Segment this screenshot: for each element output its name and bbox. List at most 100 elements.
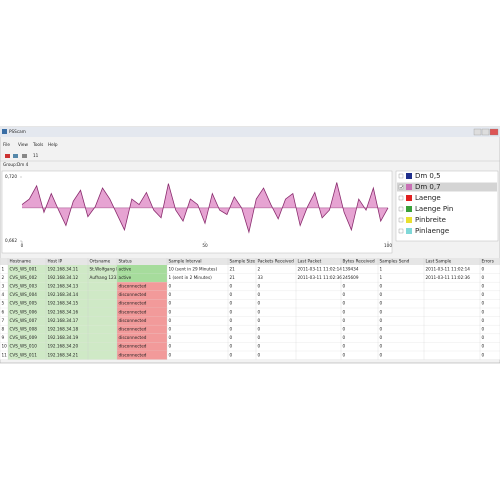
table-cell: Aufhang 12323 [90,275,123,280]
data-table: Hostname Host IP Ortsname Status Sample Inte… [0,258,500,360]
table-cell: 1 (sent in 2 Minutes) [169,275,213,280]
table-cell: disconnected [119,309,147,314]
column-header[interactable]: Last Packet [298,259,322,264]
table-cell: CVS_WS_004 [10,292,38,297]
table-cell: St.Wolfgang I [90,266,118,271]
row-number: 9 [2,335,5,340]
table-cell: disconnected [119,327,147,332]
group-value[interactable]: Dm 4 [17,162,29,167]
table-cell: 0 [380,318,383,323]
table-cell: 139434 [343,266,359,271]
menu-item[interactable]: Tools [32,142,43,147]
close-button[interactable] [489,128,499,136]
cell-bg [46,290,88,300]
menu-item[interactable]: File [3,142,10,147]
cell-bg [88,333,117,343]
table-cell: 0 [169,301,172,306]
table-cell: disconnected [119,301,147,306]
table-cell: 0 [230,327,233,332]
row-number: 6 [2,309,5,314]
maximize-button[interactable] [481,128,490,136]
table-cell: 0 [482,318,485,323]
cell-bg [88,308,117,317]
table-cell: 0 [169,292,172,297]
row-number: 5 [2,301,5,306]
cell-bg [117,290,167,300]
row-number: 4 [2,292,5,297]
minimize-button[interactable] [473,128,482,136]
legend-checkbox[interactable] [398,195,404,201]
cell-bg [117,273,167,283]
cell-bg [8,316,46,326]
cell-bg [46,333,88,343]
legend-highlight [397,182,497,192]
table-cell: 0 [343,292,346,297]
column-header[interactable]: Packets Received [258,259,295,264]
toolbar-icon[interactable] [5,154,10,158]
toolbar: 11 [5,153,39,158]
toolbar-icon[interactable] [13,154,18,158]
table-cell: 0 [380,335,383,340]
legend-swatch [406,184,412,190]
cell-bg [117,299,167,308]
table-cell: 0 [380,292,383,297]
app-icon [2,129,7,134]
table-cell: 192.168.34.12 [48,275,79,280]
table-cell: 2011-03-11 11:02:14 [298,266,343,271]
legend-checkbox[interactable] [398,184,404,190]
table-cell: 192.168.34.11 [48,266,79,271]
column-header[interactable]: Host IP [48,259,63,264]
table-cell: CVS_WS_008 [10,327,38,332]
column-header[interactable]: Hostname [10,259,32,264]
table-cell: 0 [380,301,383,306]
column-header[interactable]: Last Sample [426,259,452,264]
column-header[interactable]: Errors [482,259,494,264]
table-cell: 2011-03-11 11:02:36 [426,275,471,280]
row-number: 8 [2,327,5,332]
legend-label: Dm 0,7 [415,183,441,191]
legend-checkbox[interactable] [398,206,404,212]
table-cell: 0 [482,335,485,340]
column-header[interactable]: Sample Interval [169,259,202,264]
table-cell: 192.168.34.18 [48,327,79,332]
table-cell: 192.168.34.13 [48,284,79,289]
table-cell: disconnected [119,318,147,323]
column-header[interactable]: Bytes Received [343,259,375,264]
legend-swatch [406,228,412,234]
toolbar-icon[interactable] [22,154,27,158]
table-cell: 0 [482,344,485,349]
column-header[interactable]: Status [119,259,132,264]
table-cell: 0 [482,301,485,306]
column-header[interactable]: Samples Send [380,259,410,264]
legend-label: Pinbreite [415,216,446,224]
column-header[interactable]: Ortsname [90,259,111,264]
menu-item[interactable]: Help [48,142,58,147]
table-cell: CVS_WS_010 [10,344,38,349]
cell-bg [46,265,88,274]
menu-item[interactable]: View [18,142,29,147]
table-cell: 0 [482,275,485,280]
table-cell: 0 [258,344,261,349]
cell-bg [117,325,167,334]
legend-checkbox[interactable] [398,217,404,223]
table-cell: 0 [343,301,346,306]
table-cell: 0 [343,318,346,323]
table-cell: 0 [380,327,383,332]
cell-bg [117,316,167,326]
column-header[interactable]: Sample Size [230,259,256,264]
table-cell: 0 [169,318,172,323]
legend-checkbox[interactable] [398,173,404,179]
legend-checkbox[interactable] [398,228,404,234]
legend-swatch [406,206,412,212]
table-cell: 0 [482,309,485,314]
legend-swatch [406,217,412,223]
legend-label: Dm 0,5 [415,172,441,180]
table-cell: 0 [230,292,233,297]
table-cell: disconnected [119,292,147,297]
table-cell: 0 [230,352,233,357]
table-cell: disconnected [119,352,147,357]
cell-bg [8,342,46,351]
table-cell: CVS_WS_009 [10,335,38,340]
row-number: 2 [2,275,5,280]
